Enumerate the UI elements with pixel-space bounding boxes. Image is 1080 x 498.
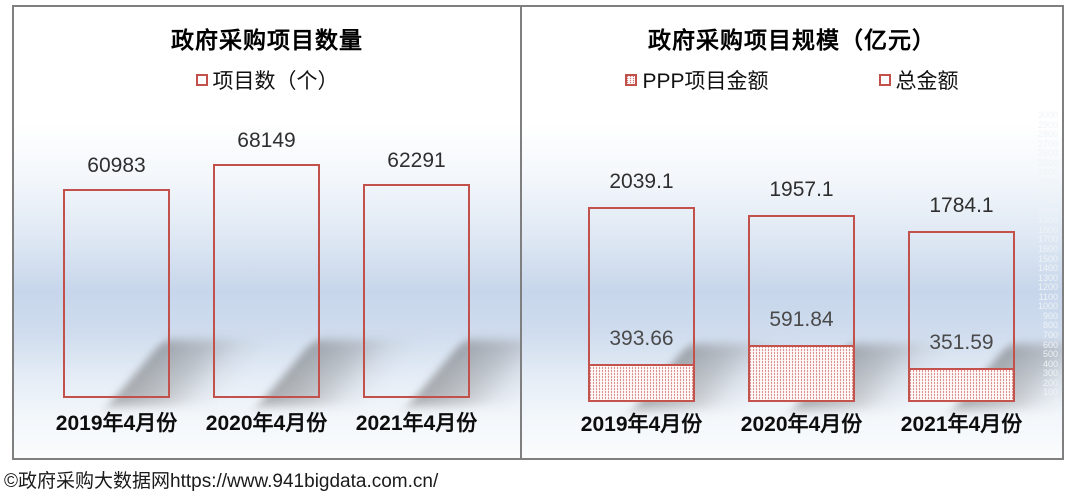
y-tick-label: 1300 [1037,272,1058,283]
y-tick-label: 2300 [1037,176,1058,187]
y-tick-label: 2000 [1037,205,1058,216]
y-tick-label: 2200 [1037,186,1058,197]
y-tick-label: 2700 [1037,138,1058,149]
y-tick-label: 1000 [1037,301,1058,312]
total-bar [213,164,320,398]
y-tick-label: 2400 [1037,167,1058,178]
legend-item: 项目数（个） [195,65,339,95]
y-tick-label: 1500 [1037,253,1058,264]
panel-divider [520,7,522,458]
value-label: 68149 [237,129,296,153]
legend-label: PPP项目金额 [642,70,769,93]
value-label: 1784.1 [929,194,994,218]
y-tick-label: 1400 [1037,263,1058,274]
y-tick-label: 3000 [1037,110,1058,120]
total-bar [63,188,170,398]
legend-item: PPP项目金额 [625,65,769,95]
y-tick-label: 400 [1042,358,1058,369]
ppp-value-label: 351.59 [929,331,994,355]
legend-label: 总金额 [895,70,959,93]
y-tick-label: 1800 [1037,224,1058,235]
footer-text: ©政府采购大数据网https://www.941bigdata.com.cn/ [4,471,439,492]
category-label: 2019年4月份 [55,412,178,435]
category-label: 2019年4月份 [580,413,703,436]
y-tick-label: 0 [1052,397,1058,407]
value-label: 1957.1 [769,177,834,201]
hollow-swatch-icon [195,74,208,86]
category-label: 2020年4月份 [740,413,863,436]
y-tick-label: 2800 [1037,129,1058,140]
y-tick-label: 100 [1042,387,1058,398]
y-tick-label: 1200 [1037,282,1058,293]
ppp-bar [908,368,1015,402]
chart-title: 政府采购项目规模（亿元） [648,27,936,53]
chart-panel-project-scale: 政府采购项目规模（亿元） PPP项目金额 总金额 3000 2900 2800 2700… [522,7,1062,458]
y-tick-label: 700 [1042,330,1058,341]
legend-item: 总金额 [878,65,959,95]
ppp-value-label: 393.66 [609,327,674,351]
ppp-value-label: 591.84 [769,308,834,332]
y-tick-label: 900 [1042,310,1058,321]
ppp-bar [748,345,855,402]
category-label: 2021年4月份 [900,413,1023,436]
y-tick-label: 600 [1042,339,1058,350]
y-tick-label: 1100 [1038,291,1058,302]
value-label: 2039.1 [609,169,674,193]
value-label: 62291 [387,149,446,173]
y-tick-label: 2600 [1037,148,1058,159]
y-tick-label: 1700 [1037,234,1058,245]
category-label: 2020年4月份 [205,412,328,435]
category-label: 2021年4月份 [355,412,478,435]
legend: PPP项目金额 总金额 [522,65,1062,95]
y-tick-label: 2900 [1037,119,1058,130]
legend-label: 项目数（个） [212,70,339,93]
total-bar [363,184,470,398]
chart-frame: 政府采购项目数量 项目数（个） 60983 2019年4月份 68149 2020年4… [12,5,1064,460]
y-tick-label: 300 [1042,368,1058,379]
chart-title: 政府采购项目数量 [171,27,363,53]
y-tick-label: 1600 [1037,243,1058,254]
y-tick-label: 1900 [1037,215,1058,226]
legend: 项目数（个） [14,65,520,95]
y-tick-label: 200 [1042,377,1058,388]
hatched-swatch-icon [625,74,638,86]
ppp-bar [588,364,695,402]
y-tick-label: 2100 [1037,196,1058,207]
y-tick-label: 2500 [1037,157,1058,168]
y-tick-label: 500 [1042,349,1058,360]
y-tick-label: 800 [1042,320,1058,331]
hollow-swatch-icon [878,74,891,86]
chart-panel-project-count: 政府采购项目数量 项目数（个） 60983 2019年4月份 68149 2020年4… [14,7,520,458]
value-label: 60983 [87,153,146,177]
